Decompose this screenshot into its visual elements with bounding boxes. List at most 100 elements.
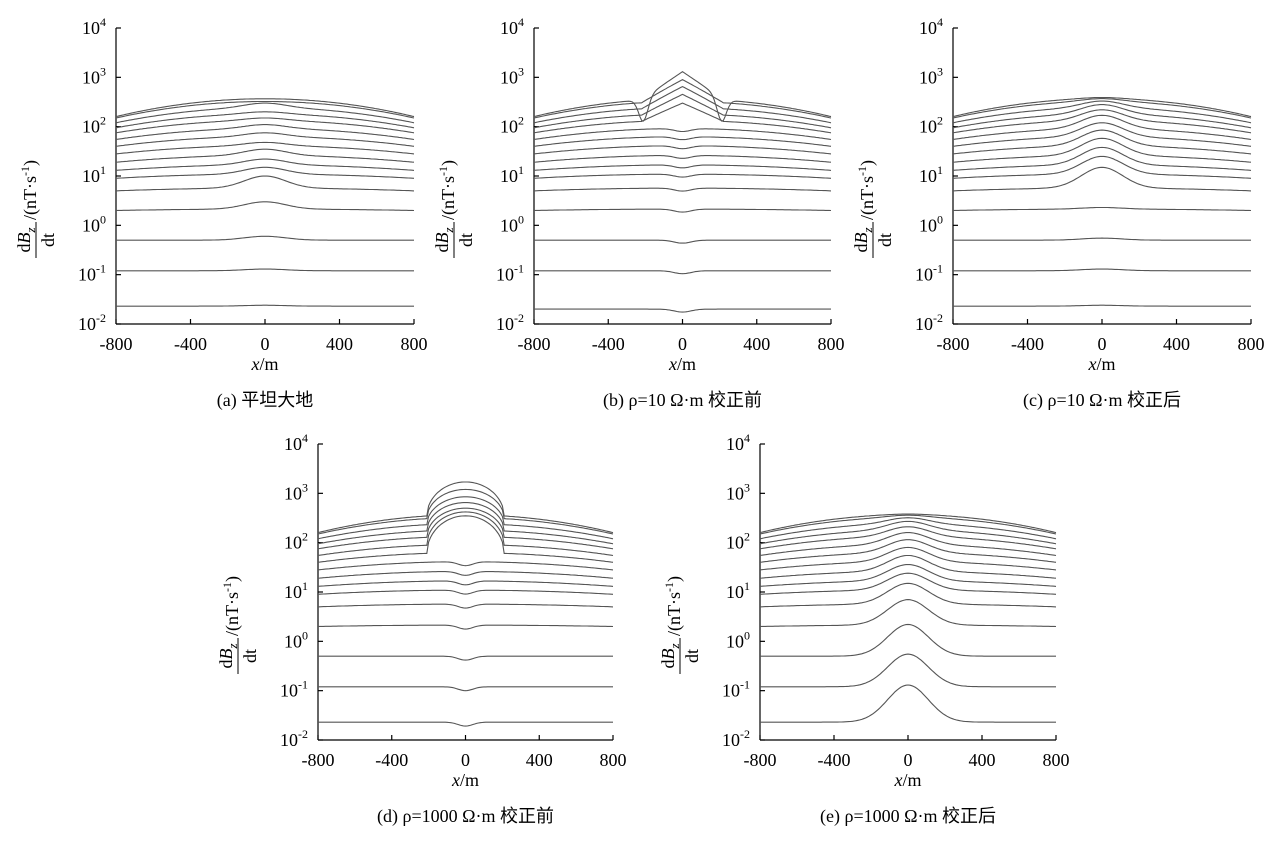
y-tick-label: 10-1 [496,262,524,285]
y-tick-label: 101 [500,163,524,186]
y-label-numerator: dBz [658,643,682,668]
y-tick-exp: 2 [744,530,750,544]
y-tick-exp: 0 [100,212,106,226]
y-tick-base: 10 [496,265,514,285]
series-line [317,624,614,630]
series-line [533,187,832,192]
x-tick-label: 800 [1238,334,1265,354]
y-tick-label: 104 [500,15,524,38]
y-tick-base: 10 [284,582,302,602]
series-line [952,129,1252,155]
series-line [115,111,415,129]
series-line [317,496,614,540]
series-line [533,155,832,163]
y-tick-label: 103 [500,64,524,87]
y-tick-base: 10 [919,117,937,137]
x-tick-label: -800 [100,334,133,354]
y-tick-base: 10 [915,265,933,285]
y-label-var: B [216,649,236,660]
y-tick-exp: 1 [744,579,750,593]
series-line [116,304,414,307]
x-tick-label: -400 [818,750,851,770]
y-tick-label: 104 [726,431,750,454]
y-tick-exp: 0 [518,212,524,226]
y-tick-label: 102 [500,114,524,137]
y-label-sub: z [860,227,875,233]
caption: (d) ρ=1000 Ω·m 校正前 [377,806,554,827]
y-tick-label: 104 [919,15,943,38]
y-tick-base: 10 [78,314,96,334]
series-line [533,93,832,129]
x-tick-label: 400 [1163,334,1190,354]
x-tick-label: -800 [744,750,777,770]
y-label-var: B [14,233,34,244]
y-tick-label: 102 [919,114,943,137]
y-tick-label: 103 [919,64,943,87]
y-tick-base: 10 [726,631,744,651]
y-tick-label: 101 [82,163,106,186]
x-axis-unit: /m [677,354,696,374]
y-tick-exp: 2 [518,114,524,128]
y-tick-exp: 4 [100,15,106,29]
y-tick-label: 102 [726,530,750,553]
y-tick-exp: -2 [96,311,106,325]
y-label-sub: z [225,643,240,649]
y-label-unit-close: ) [857,160,878,166]
series-line [533,145,832,155]
x-tick-label: -400 [174,334,207,354]
y-label-unit: /(nT·s-1) [436,160,459,220]
series-line [952,122,1252,147]
caption: (a) 平坦大地 [217,390,313,411]
x-axis-var: x [668,354,677,374]
y-tick-exp: 3 [518,64,524,78]
y-tick-exp: 4 [518,15,524,29]
y-label-d: d [432,244,452,253]
y-label-unit: /(nT·s-1) [662,576,685,636]
x-tick-label: 800 [401,334,428,354]
x-axis-label: x/m [451,770,479,790]
series-line [533,164,832,171]
y-tick-exp: 0 [302,628,308,642]
y-tick-label: 10-2 [496,311,524,334]
y-tick-exp: 2 [100,114,106,128]
y-tick-label: 100 [284,628,308,651]
y-label-d: d [658,660,678,669]
series-line [317,603,614,609]
series-line [116,235,414,241]
series-line [533,136,832,147]
y-tick-exp: -2 [740,727,750,741]
series-line [317,561,614,571]
series-line [952,104,1252,129]
x-axis-var: x [893,770,902,790]
y-tick-label: 10-2 [78,311,106,334]
series-line [952,166,1252,192]
y-tick-base: 10 [82,215,100,235]
y-label-sub: z [441,227,456,233]
y-label-unit-exp: -1 [855,166,869,176]
x-axis-var: x [451,770,460,790]
series-line [317,589,614,595]
y-tick-exp: 0 [937,212,943,226]
series-line [952,109,1252,134]
y-tick-base: 10 [919,215,937,235]
y-tick-base: 10 [722,681,740,701]
caption: (e) ρ=1000 Ω·m 校正后 [820,806,996,827]
series-line [534,239,831,244]
y-tick-base: 10 [284,434,302,454]
y-tick-exp: 1 [518,163,524,177]
x-tick-label: -400 [592,334,625,354]
x-tick-label: -800 [937,334,970,354]
y-label-denominator: dt [456,233,476,247]
series-line [953,304,1251,307]
y-tick-base: 10 [82,18,100,38]
series-line [759,546,1057,571]
series-line [953,268,1251,272]
y-tick-exp: -1 [298,678,308,692]
y-tick-label: 10-1 [722,678,750,701]
y-tick-label: 103 [726,480,750,503]
series-line [115,175,415,192]
y-tick-base: 10 [284,483,302,503]
